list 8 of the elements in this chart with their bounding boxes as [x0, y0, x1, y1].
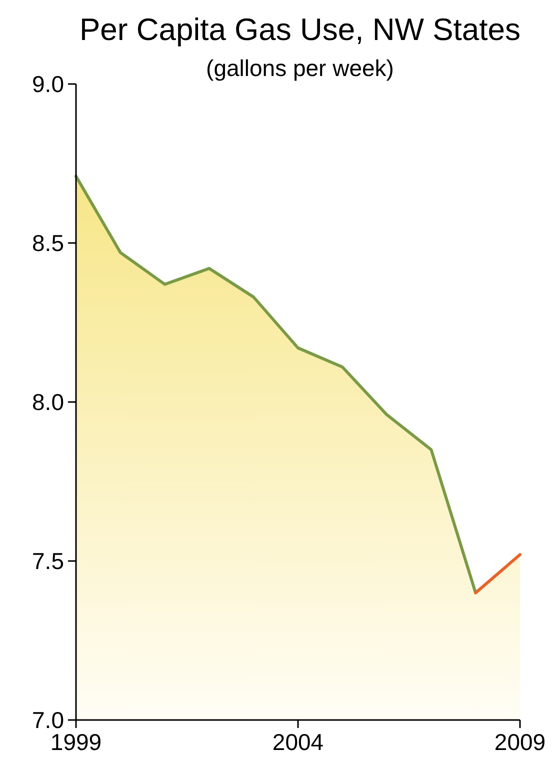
chart-title: Per Capita Gas Use, NW States: [79, 12, 521, 47]
y-tick-label: 9.0: [32, 71, 64, 98]
y-tick-label: 8.0: [32, 389, 64, 416]
chart-subtitle: (gallons per week): [206, 55, 394, 81]
x-tick-label: 2009: [494, 729, 546, 755]
y-tick-label: 8.5: [32, 230, 64, 256]
x-tick-label: 2004: [272, 729, 324, 755]
y-tick-label: 7.5: [32, 548, 64, 574]
